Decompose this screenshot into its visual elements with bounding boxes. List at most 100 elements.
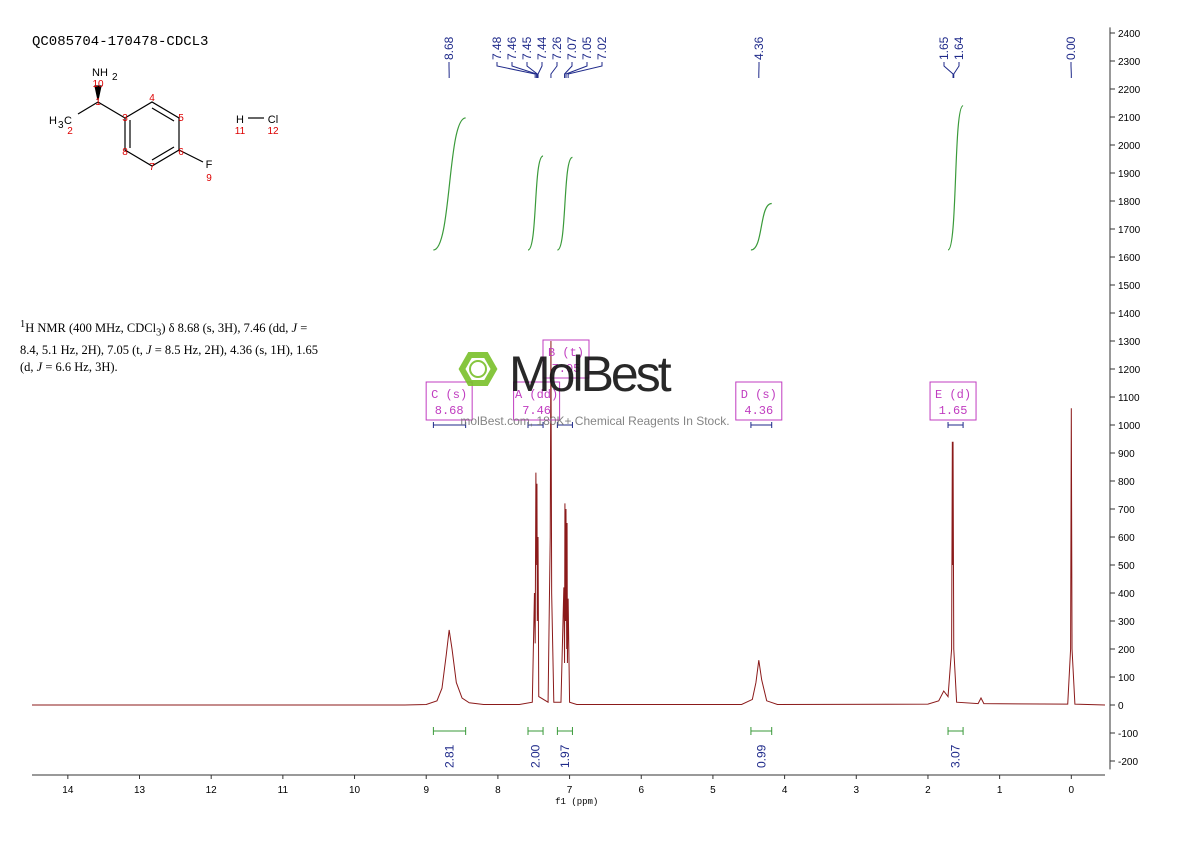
peak-label: 7.48: [490, 36, 504, 60]
sample-title: QC085704-170478-CDCL3: [32, 34, 208, 50]
multiplet-label: E (d): [935, 388, 971, 402]
text: J: [146, 342, 152, 357]
multiplet-range: [750, 422, 773, 428]
atom-number: 1: [95, 97, 101, 108]
atom-label: C: [64, 115, 72, 127]
multiplet-label: B (t): [548, 346, 584, 360]
atom-number: 8: [122, 147, 128, 158]
y-tick-label: 600: [1118, 533, 1135, 544]
atom-label: 2: [112, 72, 118, 83]
peak-leader: [511, 62, 538, 78]
atom-label: NH: [92, 67, 108, 79]
y-tick-label: 2100: [1118, 113, 1141, 124]
logo-text: MolBest: [509, 346, 672, 402]
bond: [151, 107, 175, 122]
y-tick-label: 1400: [1118, 309, 1141, 320]
atom-number: 2: [67, 126, 73, 137]
multiplet-box: [735, 381, 783, 421]
atom-label: 3: [58, 120, 64, 131]
peak-leader: [567, 62, 603, 78]
logo-icon: [458, 352, 498, 386]
y-tick-label: 800: [1118, 477, 1135, 488]
peak-label: 0.00: [1064, 36, 1078, 60]
peak-leader: [537, 62, 543, 78]
peak-leader: [943, 62, 954, 78]
x-tick-label: 11: [278, 785, 289, 796]
peak-leader: [564, 62, 573, 78]
x-tick-label: 1: [997, 785, 1003, 796]
text: 1: [20, 319, 26, 330]
integral-range: [556, 727, 573, 735]
multiplet-box: [513, 381, 561, 421]
atom-labels: NH 2 10 1 H 3 C 2 3 4 5 6 7 8 F 9 H Cl 1…: [49, 67, 279, 184]
bond: [77, 101, 99, 115]
x-tick-label: 5: [710, 785, 716, 796]
integral-range: [750, 727, 773, 735]
text: = 8.4, 5.1 Hz, 2H), 7.05 (t,: [20, 321, 308, 357]
y-tick-label: 1900: [1118, 169, 1141, 180]
text: ) δ 8.68 (s, 3H), 7.46 (dd,: [161, 321, 292, 336]
peak-label: 7.45: [520, 36, 534, 60]
x-tick-label: 7: [567, 785, 573, 796]
peak-label: 7.05: [580, 36, 594, 60]
text: H NMR (400 MHz, CDCl: [25, 321, 157, 336]
atom-number: 6: [178, 147, 184, 158]
y-tick-label: 500: [1118, 561, 1135, 572]
integral-label: 0.99: [754, 744, 768, 768]
y-tick-label: 1100: [1118, 393, 1140, 404]
atom-number: 9: [206, 173, 212, 184]
integral-curve: [527, 155, 544, 251]
peak-label: 7.07: [565, 36, 579, 60]
atom-number: 11: [235, 126, 246, 137]
y-tick-label: -100: [1118, 729, 1138, 740]
multiplet-range: [527, 422, 544, 428]
x-tick-label: 6: [638, 785, 644, 796]
x-tick-label: 0: [1069, 785, 1075, 796]
y-tick-label: 1000: [1118, 421, 1141, 432]
peak-label: 8.68: [442, 36, 456, 60]
text: 3: [156, 327, 162, 339]
x-tick-label: 12: [206, 785, 218, 796]
peak-label: 4.36: [752, 36, 766, 60]
logo-icon: [469, 360, 487, 378]
peak-leader: [550, 62, 558, 78]
peak-label: 1.65: [937, 36, 951, 60]
y-tick-label: 1500: [1118, 281, 1141, 292]
atom-number: 10: [92, 79, 104, 90]
peak-label: 7.46: [505, 36, 519, 60]
y-tick-label: 0: [1118, 701, 1124, 712]
ring: [124, 101, 180, 167]
peak-leader: [565, 62, 588, 78]
atom-label: H: [49, 115, 57, 127]
atom-number: 5: [178, 113, 184, 124]
integral-label: 1.97: [558, 744, 572, 768]
bond: [178, 149, 204, 163]
y-tick-label: 300: [1118, 617, 1135, 628]
atom-label: F: [206, 159, 213, 171]
peak-leader: [953, 62, 960, 78]
plot-area: -200-10001002003004005006007008009001000…: [32, 27, 1141, 807]
peak-label: 7.02: [595, 36, 609, 60]
integral-label: 2.00: [529, 744, 543, 768]
bond: [151, 146, 175, 161]
x-tick-label: 13: [134, 785, 146, 796]
atom-number: 4: [149, 93, 155, 104]
multiplet-range: [556, 422, 573, 428]
bond: [97, 101, 126, 119]
atom-number: 12: [267, 126, 279, 137]
x-tick-label: 3: [854, 785, 860, 796]
x-tick-label: 4: [782, 785, 788, 796]
x-tick-label: 14: [62, 785, 74, 796]
multiplet-range: [432, 422, 467, 428]
multiplet-shift: 7.05: [552, 362, 581, 376]
peak-label: 7.26: [550, 36, 564, 60]
x-tick-label: 8: [495, 785, 501, 796]
integral-curve: [433, 117, 466, 251]
multiplet-label: C (s): [431, 388, 467, 402]
y-tick-label: 400: [1118, 589, 1135, 600]
multiplet-shift: 4.36: [744, 404, 773, 418]
watermark: MolBest molBest.com, 180K+ Chemical Reag…: [458, 346, 730, 428]
multiplet-box: [542, 339, 590, 379]
atom-label: Cl: [268, 114, 278, 126]
